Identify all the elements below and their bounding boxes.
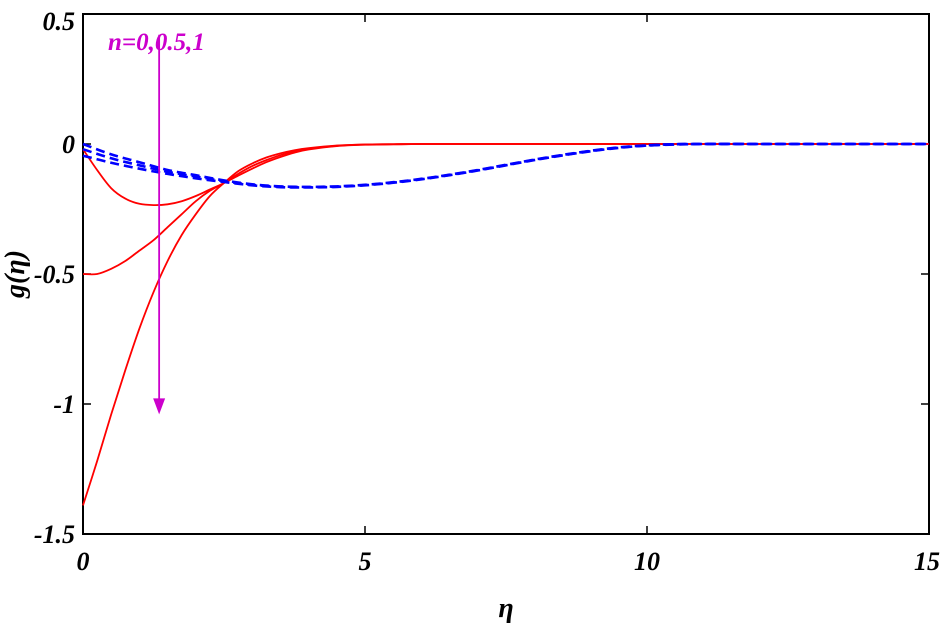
y-axis-label: g(η) (0, 250, 31, 299)
solid-series-line-2 (82, 143, 929, 506)
x-tick-label: 15 (914, 547, 940, 576)
y-tick-label: 0.5 (43, 7, 76, 36)
x-tick-label: 5 (359, 547, 372, 576)
y-tick-label: -1.5 (34, 520, 75, 549)
annotation-layer: n=0,0.5,1 (108, 29, 205, 415)
annotation-label: n=0,0.5,1 (108, 29, 205, 56)
y-tick-label: -0.5 (34, 260, 75, 289)
series-layer (82, 142, 929, 506)
plot-frame (82, 13, 930, 535)
annotation-arrow-head (153, 398, 166, 415)
x-axis-label: η (498, 593, 513, 624)
x-tick-label: 0 (77, 547, 90, 576)
y-tick-label: -1 (53, 390, 75, 419)
y-tick-label: 0 (62, 130, 75, 159)
dashed-series-line-5 (82, 142, 929, 189)
axis-ticks: 0 5 10 15 0.5 0 -0.5 -1 -1.5 (34, 7, 940, 576)
x-tick-label: 10 (634, 547, 660, 576)
solid-series-line-1 (82, 143, 929, 276)
